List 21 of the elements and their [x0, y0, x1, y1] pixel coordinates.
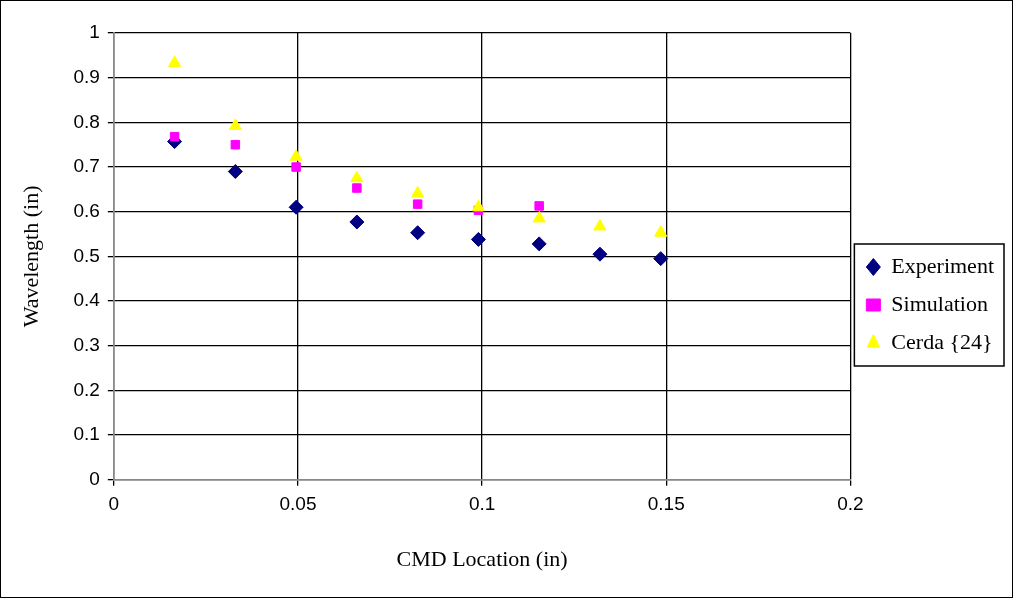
y-tick-label: 0.3	[73, 333, 100, 355]
y-tick-label: 0	[89, 468, 100, 490]
y-tick-label: 0.6	[73, 199, 100, 221]
y-tick-label: 0.7	[73, 155, 100, 177]
y-tick-label: 0.4	[73, 289, 101, 311]
legend-label: Cerda {24}	[891, 328, 993, 354]
x-tick-label: 0.1	[468, 493, 496, 515]
y-tick-label: 0.2	[73, 378, 100, 400]
y-tick-label: 0.9	[73, 65, 100, 87]
x-axis-title: CMD Location (in)	[396, 545, 568, 571]
x-tick-label: 0.15	[647, 493, 685, 515]
legend-label: Simulation	[891, 290, 988, 316]
x-tick-label: 0.05	[279, 493, 317, 515]
legend-label: Experiment	[891, 252, 995, 278]
x-tick-label: 0	[108, 493, 120, 515]
y-tick-label: 1	[89, 21, 100, 43]
y-tick-label: 0.8	[73, 110, 100, 132]
y-tick-label: 0.1	[73, 423, 100, 445]
x-tick-label: 0.2	[837, 493, 864, 515]
y-axis-title: Wavelength (in)	[17, 185, 43, 328]
y-tick-label: 0.5	[73, 244, 100, 266]
